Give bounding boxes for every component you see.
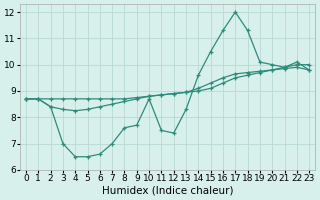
X-axis label: Humidex (Indice chaleur): Humidex (Indice chaleur) bbox=[102, 186, 233, 196]
